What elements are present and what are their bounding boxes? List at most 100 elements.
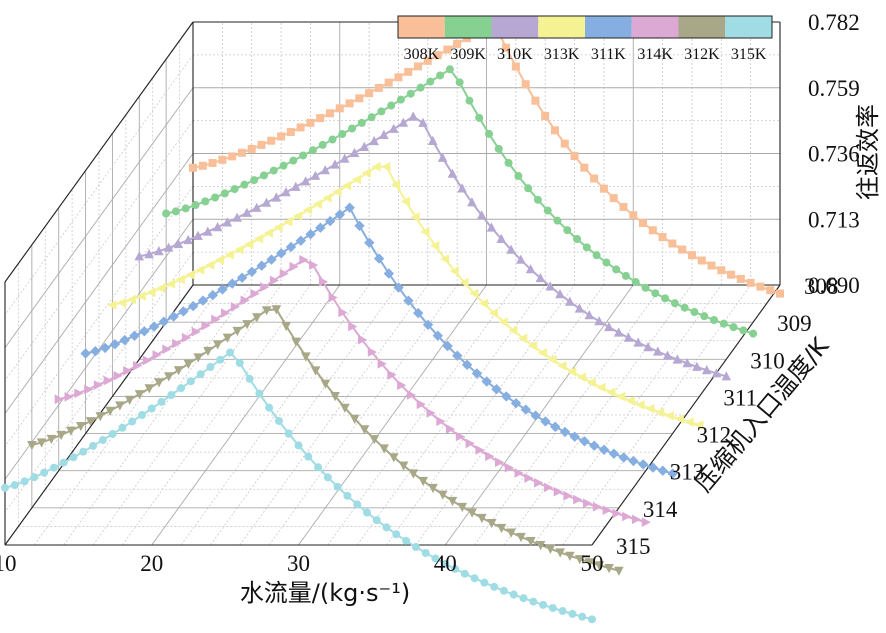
data-point [318,277,329,287]
data-point [516,254,526,264]
data-point [98,436,107,445]
data-point [766,286,775,295]
data-point [328,135,337,144]
data-point [589,440,600,451]
data-point [530,410,541,421]
data-point [574,303,585,313]
data-point [158,316,169,327]
data-point [364,237,375,248]
legend-swatch [491,16,539,38]
data-point [172,338,182,349]
legend-label: 309K [450,46,486,63]
data-point [394,73,403,82]
floor-gridline [63,284,253,546]
data-point [351,174,361,185]
legend-swatch [725,16,772,38]
data-point [414,62,423,71]
data-point [641,283,650,292]
data-point [218,155,227,164]
data-point [633,337,643,347]
data-point [74,388,84,399]
data-point [465,96,474,105]
data-point [701,365,712,375]
y-tick-label: 309 [777,311,812,336]
data-point [697,256,706,265]
data-point [315,222,326,233]
data-point [382,523,391,532]
data-point [359,141,370,151]
data-point [325,109,334,118]
data-point [672,354,683,364]
data-point [257,140,266,149]
data-point [631,278,640,287]
data-point [107,300,117,310]
data-point [608,448,620,459]
data-point [426,408,436,418]
axis-edge [4,21,194,283]
data-point [335,104,344,113]
data-point [289,261,299,272]
data-point [576,372,586,382]
data-point [406,89,415,98]
data-point [408,469,419,479]
data-point [36,438,47,448]
series-group [1,22,784,624]
data-point [678,245,687,254]
data-point [602,505,612,515]
data-point [115,401,125,411]
legend-label: 310K [497,46,533,63]
data-point [136,291,146,301]
data-point [599,184,608,193]
data-point [511,62,520,71]
legend-swatch [631,16,679,38]
data-point [348,124,357,133]
data-point [573,494,583,505]
data-point [260,282,270,292]
data-point [521,80,530,89]
data-point [484,129,493,138]
data-point [543,482,554,493]
data-point [441,559,450,568]
y-tick-label: 314 [643,497,678,522]
data-point [357,118,366,127]
data-point [353,500,362,509]
data-point [502,43,511,52]
data-point [428,483,438,494]
data-point [583,498,593,509]
data-point [647,462,659,473]
data-point [534,478,544,488]
data-point [265,403,274,412]
data-point [300,176,311,186]
data-point [400,196,410,207]
data-point [344,202,355,213]
data-point [95,412,106,422]
data-point [296,123,305,132]
data-point [381,161,391,172]
data-point [181,204,190,213]
data-point [569,431,580,442]
data-point [124,395,135,405]
x-tick-label: 50 [581,551,604,576]
data-point [154,246,164,256]
data-point [418,117,428,127]
data-point [612,265,621,274]
data-point [266,254,277,265]
data-point [459,277,469,288]
data-point [524,184,533,193]
data-point [226,348,235,357]
legend-swatch [398,16,445,38]
data-point [447,168,458,178]
data-point [645,403,655,414]
data-point [477,513,487,524]
data-point [548,604,557,613]
data-point [410,212,420,222]
data-point [568,609,577,618]
data-point [294,441,303,450]
data-point [396,95,405,104]
data-point [727,270,736,279]
data-point [333,482,342,491]
floor-gridline [415,284,605,546]
data-point [746,278,755,287]
data-point [189,163,197,172]
data-point [416,399,426,410]
